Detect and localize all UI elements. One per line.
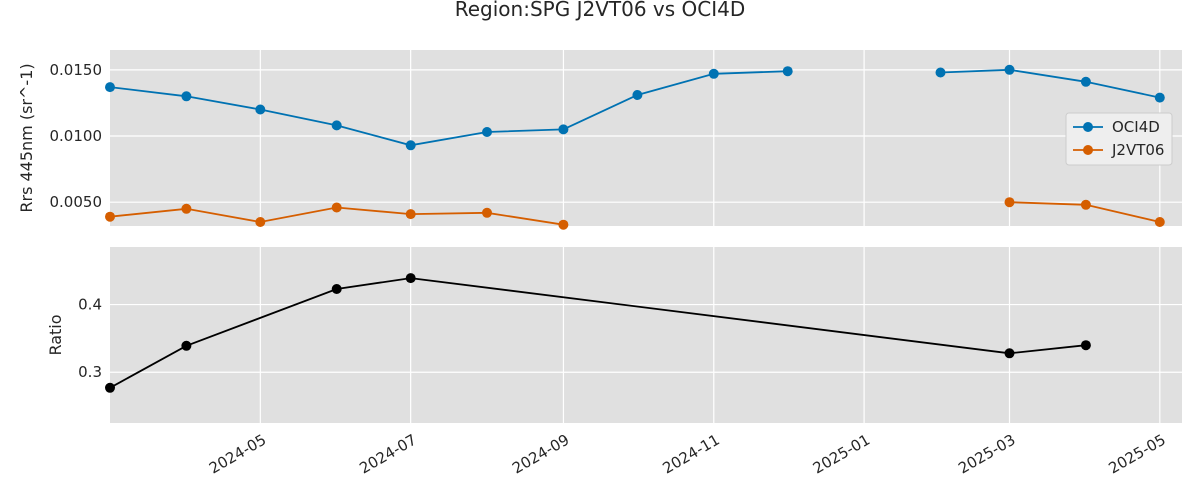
j2vt06-point [255,217,266,227]
x-tick-label: 2024-07 [356,431,419,478]
j2vt06-point [482,207,492,218]
rrs-plot-background [110,50,1182,226]
rrs-y-tick-label: 0.0100 [50,127,103,145]
legend-oci4d-label: OCI4D [1112,118,1160,136]
x-tick-label: 2024-11 [660,431,723,478]
ratio-plot-background [110,247,1182,423]
oci4d-point [105,82,115,93]
j2vt06-point [558,219,569,230]
x-tick-label: 2025-03 [955,431,1018,478]
legend-oci4d-marker [1083,122,1093,132]
rrs-y-tick-label: 0.0150 [50,61,103,79]
oci4d-point [405,140,416,151]
j2vt06-point [105,211,115,222]
j2vt06-point [405,209,416,220]
legend-j2vt06-marker [1083,145,1093,155]
oci4d-line [109,70,788,147]
ratio-y-ticks: 0.3 0.4 [78,296,102,382]
ratio-point [331,284,342,294]
j2vt06-point [331,202,342,213]
oci4d-point [1154,92,1165,103]
chart-title: Region:SPG J2VT06 vs OCI4D [455,0,746,21]
ratio-line [109,277,1086,389]
ratio-series [105,273,1091,393]
ratio-point [1004,348,1015,359]
ratio-y-tick-label: 0.3 [78,363,102,381]
oci4d-point [181,91,192,102]
oci4d-point [558,124,569,135]
legend-j2vt06-label: J2VT06 [1111,141,1164,159]
oci4d-point [482,127,492,137]
oci4d-point [331,120,342,131]
x-tick-label: 2024-09 [509,431,572,478]
j2vt06-point [1154,217,1165,227]
ratio-point [405,273,416,284]
rrs-series [105,64,1165,230]
oci4d-point [1080,76,1091,87]
oci4d-point [632,90,643,100]
oci4d-point [1004,64,1015,75]
x-tick-label: 2025-01 [810,431,873,478]
oci4d-point [935,67,946,78]
j2vt06-point [1004,197,1015,208]
ratio-y-axis-label: Ratio [46,314,65,355]
oci4d-point [255,104,266,115]
ratio-point [1080,340,1091,351]
x-tick-labels: 2024-05 2024-07 2024-09 2024-11 2025-01 2025-… [206,431,1169,478]
ratio-y-tick-label: 0.4 [78,296,102,314]
oci4d-point [782,66,793,77]
rrs-y-ticks: 0.0050 0.0100 0.0150 [50,61,103,211]
ratio-point [181,340,192,351]
ratio-panel: 0.3 0.4 Ratio [46,247,1182,423]
j2vt06-point [1080,199,1091,210]
ratio-point [105,382,115,393]
x-tick-label: 2025-05 [1106,431,1169,478]
rrs-panel: 0.0050 0.0100 0.0150 Rrs 445nm (sr^-1) OCI… [17,50,1182,230]
rrs-y-tick-label: 0.0050 [50,193,103,211]
legend: OCI4D J2VT06 [1065,112,1173,166]
oci4d-point [708,68,719,79]
rrs-y-axis-label: Rrs 445nm (sr^-1) [17,63,36,212]
j2vt06-point [181,203,192,214]
oci4d-line [940,68,1160,99]
x-tick-label: 2024-05 [206,431,269,478]
